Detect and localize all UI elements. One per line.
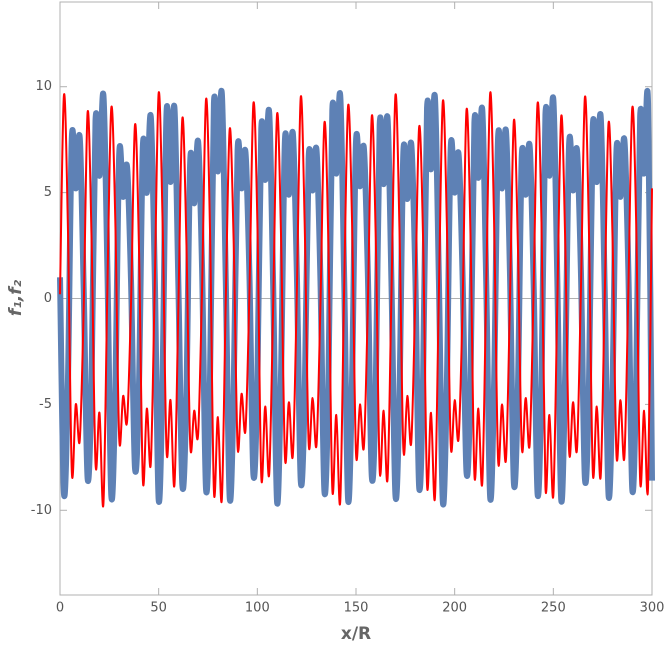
x-tick-label: 50 xyxy=(150,601,167,616)
y-axis-label: f₁,f₂ xyxy=(6,279,26,316)
x-tick-label: 100 xyxy=(245,601,270,616)
y-tick-label: -10 xyxy=(31,503,52,518)
y-tick-label: 0 xyxy=(44,291,52,306)
y-tick-label: 5 xyxy=(44,185,52,200)
y-tick-label: 10 xyxy=(35,79,52,94)
x-tick-label: 250 xyxy=(541,601,566,616)
x-tick-label: 150 xyxy=(344,601,369,616)
y-tick-label: -5 xyxy=(39,397,52,412)
x-tick-label: 0 xyxy=(56,601,64,616)
x-axis-label: x/R xyxy=(341,624,371,644)
x-tick-label: 300 xyxy=(640,601,665,616)
line-series xyxy=(57,87,655,508)
x-tick-label: 200 xyxy=(442,601,467,616)
line-series xyxy=(59,91,653,508)
